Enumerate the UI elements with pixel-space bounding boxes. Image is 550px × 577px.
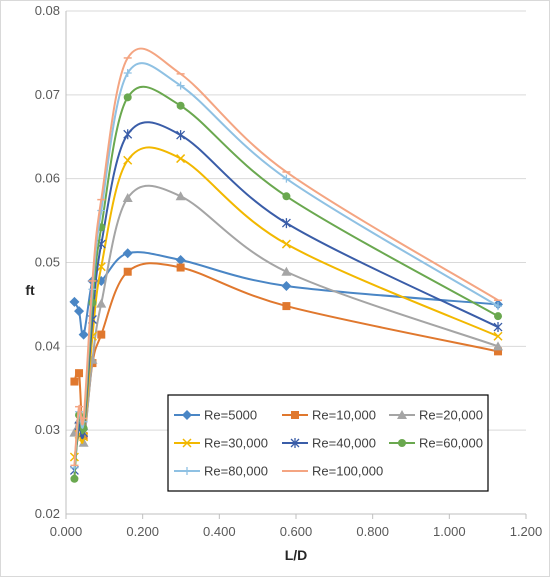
data-point bbox=[69, 296, 80, 307]
series-line bbox=[73, 251, 499, 337]
legend-box bbox=[167, 394, 489, 492]
legend-item: Re=80,000 bbox=[174, 464, 268, 479]
series-line bbox=[73, 121, 499, 471]
axes bbox=[65, 11, 527, 519]
data-point bbox=[70, 474, 79, 483]
data-point bbox=[493, 341, 504, 351]
legend-item: Re=5000 bbox=[174, 408, 257, 423]
data-point bbox=[176, 101, 185, 110]
data-point bbox=[281, 266, 292, 276]
legend-item: Re=10,000 bbox=[282, 408, 376, 423]
series-group bbox=[69, 47, 504, 483]
legend-label: Re=100,000 bbox=[312, 464, 383, 479]
y-tick-label: 0.02 bbox=[35, 506, 60, 521]
y-tick-label: 0.04 bbox=[35, 338, 60, 353]
data-point bbox=[96, 298, 107, 308]
legend-swatch-marker bbox=[183, 467, 191, 475]
legend-swatch-marker bbox=[397, 410, 407, 419]
legend-label: Re=60,000 bbox=[419, 436, 483, 451]
data-point bbox=[176, 263, 185, 272]
data-point bbox=[494, 312, 503, 321]
y-tick-label: 0.08 bbox=[35, 3, 60, 18]
legend-swatch-marker bbox=[290, 438, 300, 448]
data-point bbox=[494, 302, 503, 311]
legend-label: Re=30,000 bbox=[204, 436, 268, 451]
y-tick-label: 0.06 bbox=[35, 171, 60, 186]
legend-label: Re=10,000 bbox=[312, 408, 376, 423]
legend-item: Re=30,000 bbox=[174, 436, 268, 451]
legend-item: Re=20,000 bbox=[389, 408, 483, 423]
data-point bbox=[175, 254, 186, 265]
data-point bbox=[123, 129, 133, 140]
legend-label: Re=20,000 bbox=[419, 408, 483, 423]
data-point bbox=[74, 306, 85, 317]
data-point bbox=[122, 192, 133, 202]
data-point bbox=[97, 206, 106, 215]
legend-swatch-marker bbox=[182, 410, 192, 420]
x-tick-label: 0.400 bbox=[203, 524, 236, 539]
y-tick-label: 0.03 bbox=[35, 422, 60, 437]
data-point bbox=[493, 331, 503, 341]
data-point bbox=[494, 347, 503, 356]
x-axis-label: L/D bbox=[285, 547, 308, 563]
x-tick-label: 0.600 bbox=[280, 524, 313, 539]
series-line bbox=[73, 146, 499, 458]
data-point bbox=[122, 248, 133, 259]
data-point bbox=[281, 239, 291, 249]
data-point bbox=[281, 218, 291, 229]
data-point bbox=[176, 154, 186, 164]
data-point bbox=[123, 69, 132, 78]
data-point bbox=[75, 369, 84, 378]
legend: Re=5000 Re=10,000 Re=20,000 Re=30,000 Re=40,… bbox=[167, 394, 489, 492]
data-point bbox=[123, 93, 132, 102]
x-tick-label: 1.000 bbox=[433, 524, 466, 539]
data-point bbox=[97, 330, 106, 339]
x-tick-label: 0.000 bbox=[50, 524, 83, 539]
y-axis-label: ft bbox=[25, 282, 35, 298]
legend-swatch-marker bbox=[182, 438, 192, 448]
data-point bbox=[282, 174, 291, 183]
data-point bbox=[123, 267, 132, 276]
x-tick-label: 0.800 bbox=[356, 524, 389, 539]
data-point bbox=[493, 322, 503, 333]
series-7 bbox=[70, 47, 503, 467]
legend-label: Re=80,000 bbox=[204, 464, 268, 479]
legend-swatch-marker bbox=[291, 411, 299, 419]
legend-item: Re=100,000 bbox=[282, 464, 383, 479]
x-tick-label: 0.200 bbox=[126, 524, 159, 539]
data-point bbox=[70, 377, 79, 386]
data-point bbox=[176, 130, 186, 141]
tick-labels: 0.02 0.03 0.04 0.05 0.06 0.07 0.08 0.000 0.200 0.… bbox=[35, 3, 543, 539]
y-tick-label: 0.05 bbox=[35, 255, 60, 270]
data-point bbox=[281, 280, 292, 291]
legend-swatch-marker bbox=[398, 439, 406, 447]
legend-item: Re=60,000 bbox=[389, 436, 483, 451]
legend-item: Re=40,000 bbox=[282, 436, 376, 451]
data-point bbox=[123, 155, 133, 165]
legend-label: Re=5000 bbox=[204, 408, 257, 423]
data-point bbox=[282, 302, 291, 311]
data-point bbox=[282, 192, 291, 201]
x-tick-label: 1.200 bbox=[510, 524, 543, 539]
data-point bbox=[176, 81, 185, 90]
data-point bbox=[78, 329, 89, 340]
data-point bbox=[175, 191, 186, 201]
legend-label: Re=40,000 bbox=[312, 436, 376, 451]
y-tick-label: 0.07 bbox=[35, 87, 60, 102]
